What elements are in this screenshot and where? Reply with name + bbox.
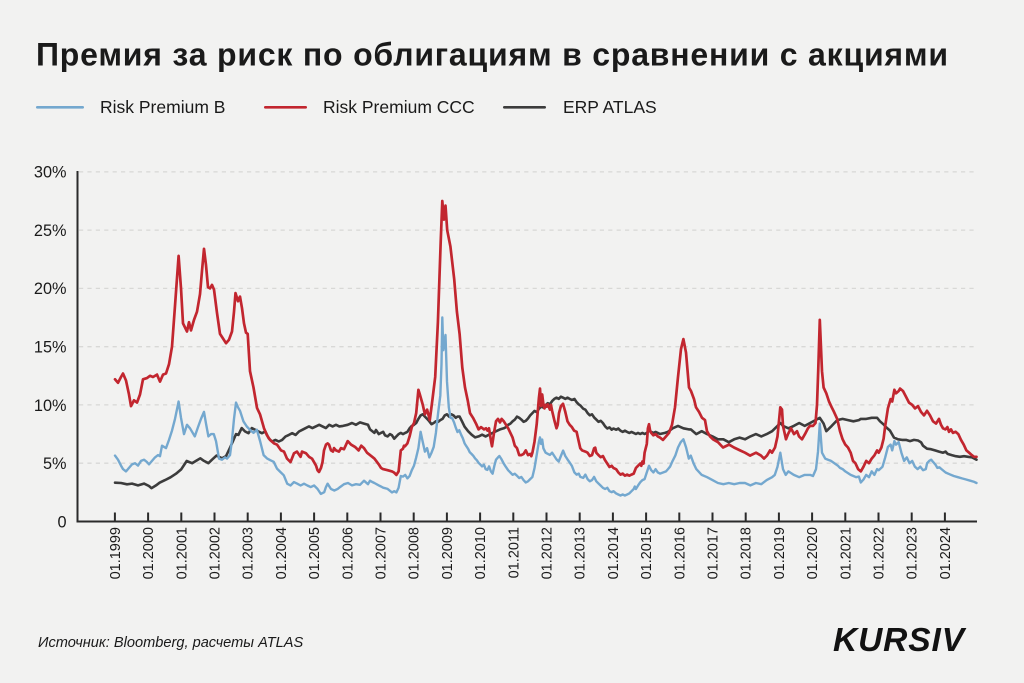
svg-text:01.2004: 01.2004 [274,527,290,579]
svg-text:01.2002: 01.2002 [208,527,224,579]
svg-text:01.2015: 01.2015 [639,527,655,579]
svg-text:01.2016: 01.2016 [672,527,688,579]
svg-text:01.2010: 01.2010 [473,527,489,579]
svg-text:01.2008: 01.2008 [407,527,423,579]
svg-text:5%: 5% [43,455,67,473]
svg-text:01.2012: 01.2012 [540,527,556,579]
svg-text:Risk Premium CCC: Risk Premium CCC [323,97,475,117]
svg-text:01.2018: 01.2018 [739,527,755,579]
svg-text:01.2014: 01.2014 [606,527,622,579]
svg-text:01.2024: 01.2024 [938,527,954,579]
svg-text:01.1999: 01.1999 [108,527,124,579]
svg-text:01.2020: 01.2020 [805,527,821,579]
svg-text:01.2023: 01.2023 [905,527,921,579]
svg-text:01.2009: 01.2009 [440,527,456,579]
svg-text:01.2006: 01.2006 [340,527,356,579]
svg-text:25%: 25% [34,222,67,240]
svg-text:01.2003: 01.2003 [241,527,257,579]
svg-text:Премия за риск по облигациям в: Премия за риск по облигациям в сравнении… [36,37,949,73]
svg-text:01.2001: 01.2001 [174,527,190,579]
svg-text:01.2007: 01.2007 [374,527,390,579]
svg-text:01.2021: 01.2021 [838,527,854,579]
svg-text:01.2005: 01.2005 [307,527,323,579]
svg-text:Источник: Bloomberg, расчеты A: Источник: Bloomberg, расчеты ATLAS [38,635,303,651]
svg-text:01.2013: 01.2013 [573,527,589,579]
svg-text:ERP ATLAS: ERP ATLAS [563,97,657,117]
svg-text:KURSIV: KURSIV [833,622,967,659]
svg-text:01.2017: 01.2017 [706,527,722,579]
svg-text:30%: 30% [34,164,67,182]
svg-text:01.2022: 01.2022 [872,527,888,579]
svg-text:0: 0 [57,513,66,531]
svg-text:20%: 20% [34,280,67,298]
svg-text:10%: 10% [34,397,67,415]
svg-text:Risk Premium B: Risk Premium B [100,97,225,117]
svg-text:01.2000: 01.2000 [141,527,157,579]
svg-text:01.2011: 01.2011 [506,527,522,578]
svg-text:15%: 15% [34,339,67,357]
svg-text:01.2019: 01.2019 [772,527,788,579]
